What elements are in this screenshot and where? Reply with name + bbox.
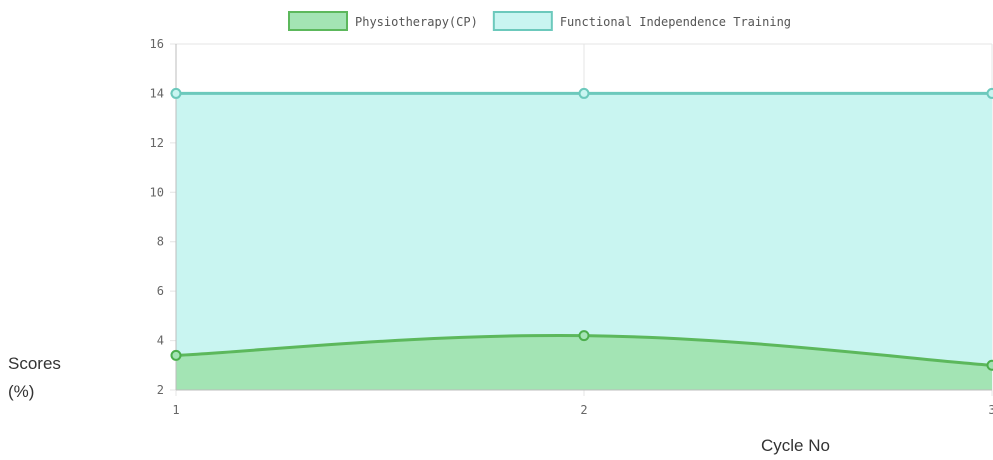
y-tick-label-2: 2 [157, 383, 164, 397]
y-tick-label-8: 8 [157, 235, 164, 249]
y-tick-label-10: 10 [150, 185, 164, 199]
legend-swatch-1 [289, 12, 347, 30]
y-tick-label-4: 4 [157, 334, 164, 348]
y-tick-label-16: 16 [150, 37, 164, 51]
y-tick-label-6: 6 [157, 284, 164, 298]
area-chart: Physiotherapy(CP) Functional Independence… [0, 0, 993, 430]
x-tick-label-2: 2 [580, 403, 587, 417]
point-series-1-3 [988, 361, 993, 370]
point-series-1-2 [580, 331, 589, 340]
legend: Physiotherapy(CP) Functional Independence… [289, 12, 791, 30]
legend-label-1: Physiotherapy(CP) [355, 15, 478, 29]
point-series-2-2 [580, 89, 589, 98]
point-series-1-1 [172, 351, 181, 360]
x-axis-title: Cycle No [761, 436, 830, 456]
y-axis-title-line1: Scores [8, 350, 118, 378]
y-axis-title: Scores (%) [8, 350, 118, 406]
point-series-2-3 [988, 89, 993, 98]
x-tick-label-1: 1 [172, 403, 179, 417]
y-axis-title-line2: (%) [8, 378, 118, 406]
legend-label-2: Functional Independence Training [560, 15, 791, 29]
legend-swatch-2 [494, 12, 552, 30]
y-tick-label-14: 14 [150, 86, 164, 100]
y-tick-label-12: 12 [150, 136, 164, 150]
x-tick-label-3: 3 [988, 403, 993, 417]
point-series-2-1 [172, 89, 181, 98]
